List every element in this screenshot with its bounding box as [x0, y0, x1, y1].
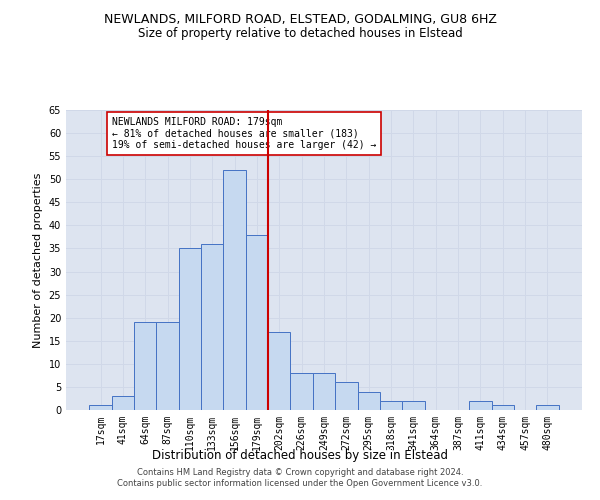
Bar — [358, 392, 380, 410]
Bar — [112, 396, 134, 410]
Bar — [201, 244, 223, 410]
Text: Contains HM Land Registry data © Crown copyright and database right 2024.
Contai: Contains HM Land Registry data © Crown c… — [118, 468, 482, 487]
Text: NEWLANDS MILFORD ROAD: 179sqm
← 81% of detached houses are smaller (183)
19% of : NEWLANDS MILFORD ROAD: 179sqm ← 81% of d… — [112, 117, 376, 150]
Bar — [491, 406, 514, 410]
Bar — [536, 406, 559, 410]
Bar — [469, 401, 491, 410]
Y-axis label: Number of detached properties: Number of detached properties — [33, 172, 43, 348]
Bar — [313, 373, 335, 410]
Bar — [380, 401, 402, 410]
Bar — [290, 373, 313, 410]
Bar — [268, 332, 290, 410]
Text: Size of property relative to detached houses in Elstead: Size of property relative to detached ho… — [137, 28, 463, 40]
Text: Distribution of detached houses by size in Elstead: Distribution of detached houses by size … — [152, 448, 448, 462]
Bar — [402, 401, 425, 410]
Bar — [157, 322, 179, 410]
Bar — [246, 234, 268, 410]
Bar — [223, 170, 246, 410]
Bar — [179, 248, 201, 410]
Bar — [89, 406, 112, 410]
Text: NEWLANDS, MILFORD ROAD, ELSTEAD, GODALMING, GU8 6HZ: NEWLANDS, MILFORD ROAD, ELSTEAD, GODALMI… — [104, 12, 496, 26]
Bar — [335, 382, 358, 410]
Bar — [134, 322, 157, 410]
